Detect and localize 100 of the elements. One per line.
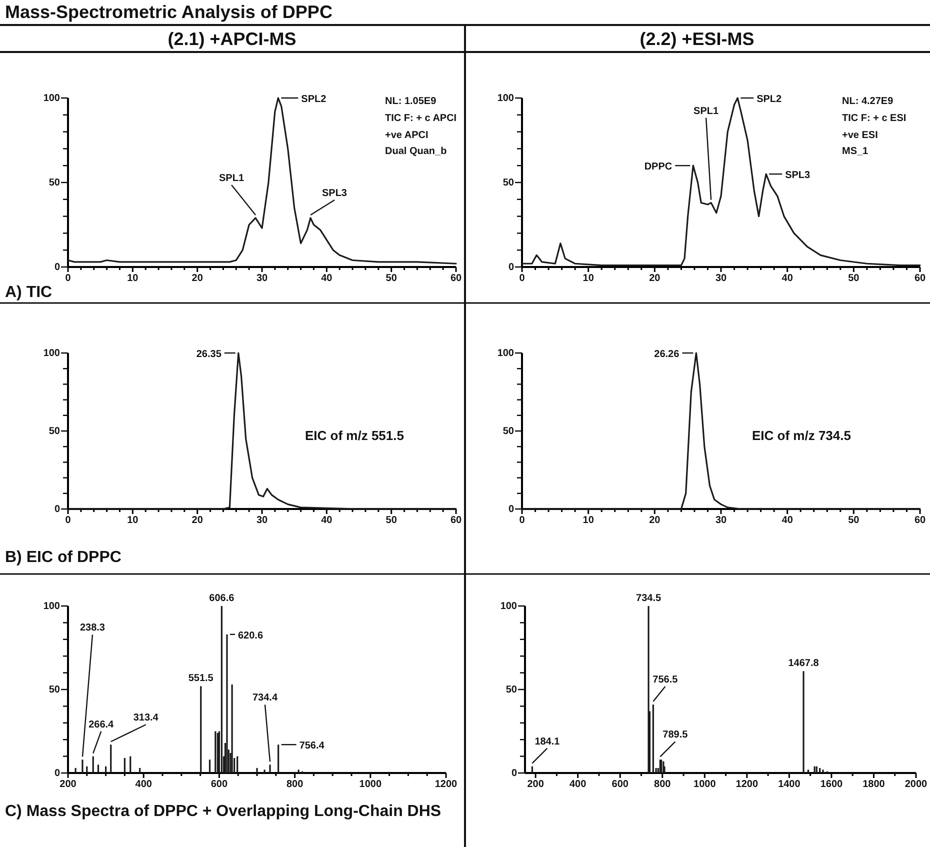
x-tick-label: 0 — [519, 515, 526, 526]
y-tick-label: 100 — [497, 93, 514, 104]
x-tick-label: 20 — [192, 515, 204, 526]
annotation: TIC F: + c APCI — [385, 113, 457, 124]
x-tick-label: 40 — [782, 273, 794, 284]
annotation: 1467.8 — [788, 658, 820, 670]
annotation: 756.4 — [299, 740, 325, 752]
y-tick-label: 0 — [54, 768, 60, 780]
x-tick-label: 1000 — [359, 779, 382, 790]
annotation: SPL1 — [219, 172, 244, 184]
x-tick-label: 20 — [192, 273, 204, 284]
y-tick-label: 0 — [54, 262, 60, 274]
x-tick-label: 20 — [649, 273, 661, 284]
x-tick-label: 0 — [65, 273, 72, 284]
y-tick-label: 0 — [508, 262, 514, 274]
y-tick-label: 50 — [502, 178, 514, 189]
x-tick-label: 60 — [450, 273, 462, 284]
y-tick-label: 50 — [506, 684, 518, 696]
annotation: 756.5 — [652, 674, 678, 686]
annotation: EIC of m/z 551.5 — [305, 428, 404, 443]
y-tick-label: 100 — [43, 348, 60, 360]
annotation: 606.6 — [209, 593, 235, 604]
chart-subtitle: (2.2) +ESI-MS — [640, 29, 754, 49]
x-tick-label: 20 — [649, 515, 661, 526]
annotation: 26.35 — [196, 349, 222, 360]
y-tick-label: 50 — [502, 426, 514, 438]
annotation: Dual Quan_b — [385, 146, 447, 157]
chart-title: Mass-Spectrometric Analysis of DPPC — [5, 2, 332, 22]
x-tick-label: 600 — [612, 779, 629, 790]
x-tick-label: 600 — [210, 779, 228, 790]
y-tick-label: 100 — [497, 348, 514, 360]
x-tick-label: 10 — [582, 273, 594, 284]
x-tick-label: 2000 — [904, 779, 928, 790]
x-tick-label: 40 — [321, 515, 333, 526]
annotation: MS_1 — [842, 146, 869, 157]
y-tick-label: 0 — [54, 504, 60, 516]
x-tick-label: 0 — [65, 515, 72, 526]
x-tick-label: 50 — [848, 515, 860, 526]
x-tick-label: 1200 — [736, 779, 758, 790]
annotation: EIC of m/z 734.5 — [752, 428, 851, 443]
y-tick-label: 100 — [43, 601, 60, 612]
annotation: 313.4 — [133, 712, 159, 724]
x-tick-label: 200 — [60, 779, 77, 790]
x-tick-label: 10 — [582, 515, 594, 526]
x-tick-label: 50 — [386, 273, 398, 284]
annotation: 789.5 — [662, 730, 688, 741]
x-tick-label: 1800 — [862, 779, 886, 790]
x-tick-label: 800 — [654, 779, 672, 790]
x-tick-label: 30 — [715, 515, 727, 526]
x-tick-label: 10 — [127, 273, 139, 284]
x-tick-label: 800 — [286, 779, 304, 790]
x-tick-label: 1200 — [434, 779, 458, 790]
annotation: NL: 1.05E9 — [385, 96, 437, 107]
annotation: 184.1 — [534, 736, 560, 748]
annotation: SPL1 — [694, 106, 719, 117]
x-tick-label: 400 — [569, 779, 587, 790]
annotation: 620.6 — [238, 630, 264, 642]
x-tick-label: 200 — [527, 779, 544, 790]
annotation: DPPC — [644, 162, 672, 173]
x-tick-label: 60 — [914, 273, 926, 284]
annotation: 266.4 — [88, 719, 114, 730]
x-tick-label: 40 — [321, 273, 333, 284]
text: C) Mass Spectra of DPPC + Overlapping Long-Chain DHS — [5, 803, 442, 820]
x-tick-label: 1400 — [778, 779, 801, 790]
annotation: +ve APCI — [385, 130, 428, 141]
annotation: 734.5 — [636, 593, 662, 604]
annotation: 551.5 — [188, 673, 214, 684]
annotation: SPL3 — [322, 188, 348, 199]
y-tick-label: 100 — [43, 93, 60, 104]
x-tick-label: 60 — [914, 515, 926, 526]
annotation: 26.26 — [654, 349, 680, 360]
annotation: 238.3 — [80, 622, 106, 634]
x-tick-label: 50 — [386, 515, 398, 526]
x-tick-label: 1600 — [820, 779, 844, 790]
text: A) TIC — [5, 284, 53, 301]
annotation: NL: 4.27E9 — [842, 96, 894, 107]
x-tick-label: 30 — [256, 515, 268, 526]
x-tick-label: 50 — [848, 273, 860, 284]
annotation: SPL2 — [756, 94, 782, 105]
x-tick-label: 1000 — [694, 779, 716, 790]
y-tick-label: 0 — [508, 504, 514, 516]
x-tick-label: 30 — [715, 273, 727, 284]
annotation: +ve ESI — [842, 130, 878, 141]
annotation: SPL3 — [785, 170, 811, 182]
annotation: 734.4 — [252, 692, 278, 704]
y-tick-label: 0 — [511, 768, 518, 780]
line-series — [67, 97, 457, 264]
annotation: TIC F: + c ESI — [842, 113, 906, 124]
x-tick-label: 0 — [519, 273, 526, 284]
y-tick-label: 100 — [500, 601, 518, 612]
x-tick-label: 400 — [135, 779, 152, 790]
x-tick-label: 60 — [450, 515, 462, 526]
text: B) EIC of DPPC — [5, 549, 122, 566]
x-tick-label: 40 — [782, 515, 794, 526]
y-tick-label: 50 — [48, 426, 60, 438]
x-tick-label: 30 — [256, 273, 268, 284]
y-tick-label: 50 — [48, 684, 60, 696]
y-tick-label: 50 — [48, 178, 60, 189]
annotation: SPL2 — [301, 94, 327, 105]
chart-subtitle: (2.1) +APCI-MS — [168, 29, 296, 49]
